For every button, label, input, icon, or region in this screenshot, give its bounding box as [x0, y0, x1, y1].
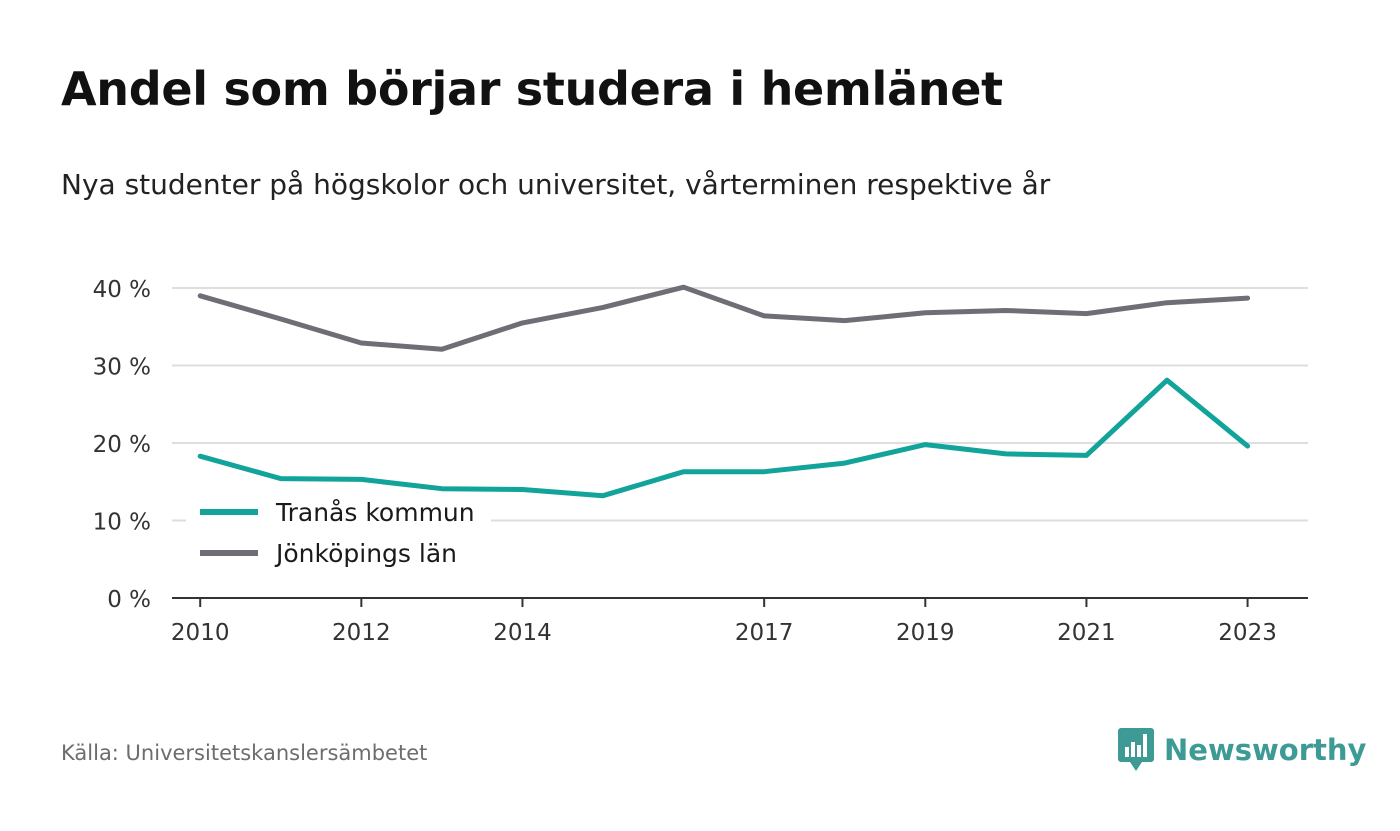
- legend: Tranås kommun Jönköpings län: [186, 492, 491, 573]
- x-tick-label: 2023: [1218, 620, 1277, 646]
- y-tick-label: 40 %: [93, 277, 151, 303]
- source-note: Källa: Universitetskanslersämbetet: [61, 741, 428, 765]
- x-tick-label: 2017: [735, 620, 794, 646]
- brand-logo: Newsworthy: [1118, 728, 1366, 772]
- x-axis: 2010 2012 2014 2017 2019 2021 2023: [171, 597, 1308, 646]
- series-line-0: [197, 377, 1251, 499]
- y-tick-label: 10 %: [93, 510, 151, 536]
- y-tick-label: 30 %: [93, 355, 151, 381]
- chart-title: Andel som börjar studera i hemlänet: [61, 62, 1003, 116]
- chart-subtitle: Nya studenter på högskolor och universit…: [61, 168, 1051, 201]
- y-tick-label: 20 %: [93, 432, 151, 458]
- series-line-1: [197, 284, 1251, 352]
- y-tick-label: 0 %: [107, 587, 151, 613]
- legend-label-0: Tranås kommun: [275, 498, 475, 527]
- x-tick-label: 2010: [171, 620, 230, 646]
- newsworthy-logo-icon: [1118, 728, 1154, 771]
- x-tick-label: 2014: [493, 620, 552, 646]
- x-tick-label: 2012: [332, 620, 391, 646]
- brand-name: Newsworthy: [1164, 733, 1367, 767]
- x-tick-label: 2021: [1057, 620, 1116, 646]
- series-lines: [197, 284, 1251, 499]
- x-tick-label: 2019: [896, 620, 955, 646]
- legend-label-1: Jönköpings län: [274, 539, 457, 568]
- y-axis: 0 % 10 % 20 % 30 % 40 %: [93, 277, 151, 613]
